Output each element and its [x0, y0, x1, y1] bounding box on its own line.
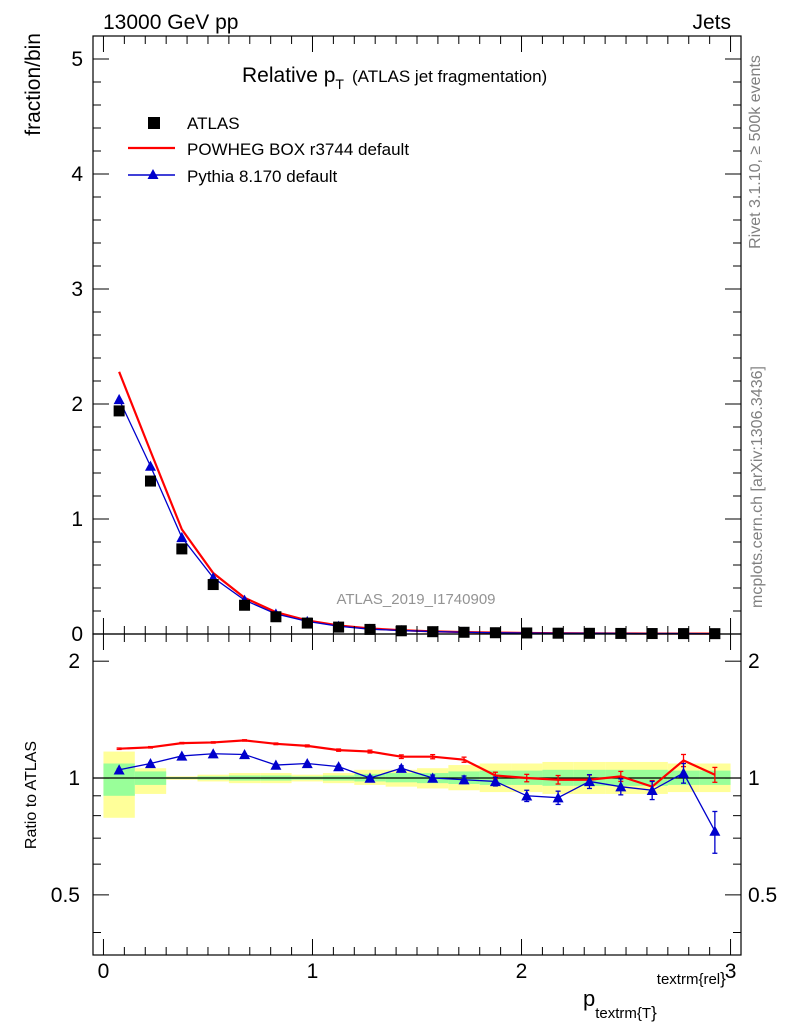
- rivet-label: Rivet 3.1.10, ≥ 500k events: [747, 55, 764, 249]
- ratio-pythia-point: [427, 772, 439, 783]
- main-atlas-point: [583, 627, 595, 639]
- main-y-tick-label: 0: [71, 623, 83, 646]
- main-y-label: fraction/bin: [22, 33, 45, 136]
- ratio-y-tick-label: 2: [68, 650, 80, 673]
- main-atlas-point: [427, 626, 439, 638]
- legend-pythia-label: Pythia 8.170 default: [187, 167, 338, 186]
- ratio-pythia-point: [615, 781, 627, 792]
- mcplots-label: mcplots.cern.ch [arXiv:1306.3436]: [749, 366, 766, 608]
- x-label-main: p: [583, 986, 595, 1011]
- ratio-x-axis: 0 1 2 3: [98, 634, 737, 983]
- plot-title-suffix: (ATLAS jet fragmentation): [352, 67, 547, 86]
- main-atlas-point: [333, 621, 345, 633]
- ratio-y-label: Ratio to ATLAS: [23, 741, 40, 849]
- legend: ATLAS POWHEG BOX r3744 default Pythia 8.…: [128, 114, 409, 186]
- ratio-pythia-point: [583, 775, 595, 787]
- main-atlas-point: [176, 543, 188, 555]
- ratio-y-tick-label-right: 1: [748, 767, 760, 790]
- ratio-pythia-point: [552, 792, 564, 803]
- plot-title-main: Relative p: [242, 64, 335, 87]
- ratio-y-axis: 0.5 0.5 1 1 2 2: [51, 650, 777, 933]
- ratio-pythia-point: [364, 772, 376, 783]
- ratio-pythia-line: [119, 753, 716, 832]
- ratio-y-tick-label: 1: [68, 767, 80, 790]
- ratio-pythia-point: [270, 759, 282, 770]
- ratio-pythia-point: [207, 748, 219, 759]
- x-label-sub: textrm{T: [595, 1005, 651, 1022]
- main-atlas-point: [144, 475, 156, 487]
- ratio-powheg-line: [119, 739, 716, 788]
- main-atlas-point: [552, 627, 564, 639]
- ratio-panel: 0.5 0.5 1 1 2 2 0 1 2 3 Ratio to ATLAS ptextrm{T…: [23, 633, 777, 1022]
- main-atlas-point: [207, 579, 219, 591]
- main-x-ticks: [102, 36, 732, 634]
- category-label: Jets: [692, 11, 731, 34]
- ratio-pythia-point: [113, 764, 125, 775]
- plot-title: Relative pT (ATLAS jet fragmentation): [242, 64, 547, 92]
- main-pythia-point: [113, 393, 125, 405]
- ratio-x-tick-label: 2: [516, 960, 528, 983]
- ratio-pythia-point: [709, 825, 721, 836]
- ratio-y-tick-label-right: 0.5: [748, 884, 777, 907]
- ratio-pythia-point: [301, 758, 313, 769]
- main-atlas-point: [270, 611, 282, 623]
- legend-pythia-marker: [147, 169, 159, 179]
- ratio-marks: [113, 739, 721, 854]
- analysis-id: ATLAS_2019_I1740909: [336, 591, 495, 608]
- x-label-sup: textrm{rel: [657, 971, 720, 988]
- main-y-tick-label: 4: [71, 163, 83, 186]
- main-atlas-point: [239, 599, 251, 611]
- ratio-pythia-point: [144, 758, 156, 769]
- ratio-pythia-point: [458, 774, 470, 785]
- main-atlas-point: [458, 626, 470, 638]
- main-pythia-point: [144, 460, 156, 471]
- ratio-pythia-point: [489, 775, 501, 787]
- main-atlas-point: [364, 623, 376, 635]
- ratio-pythia-point: [176, 750, 188, 761]
- legend-atlas-label: ATLAS: [187, 114, 240, 133]
- ratio-x-tick-label: 1: [307, 960, 319, 983]
- x-label-sup-brace: }: [720, 969, 726, 988]
- main-y-tick-label: 2: [71, 393, 83, 416]
- main-panel: 0 1 2 3 4 5 Relative pT (ATLAS jet fragmentati…: [22, 33, 742, 646]
- ratio-x-tick-label: 3: [725, 960, 737, 983]
- main-atlas-point: [301, 617, 313, 629]
- ratio-pythia-point: [333, 761, 345, 772]
- ratio-pythia-point: [521, 790, 533, 801]
- legend-atlas-marker: [148, 117, 160, 129]
- energy-label: 13000 GeV pp: [103, 11, 238, 34]
- ratio-frame: [92, 633, 742, 956]
- ratio-x-tick-label: 0: [98, 960, 110, 983]
- ratio-pythia-point: [395, 762, 407, 773]
- main-pythia-point: [176, 531, 188, 543]
- ratio-pythia-point: [239, 748, 251, 760]
- main-y-tick-label: 1: [71, 508, 83, 531]
- ratio-pythia-point: [678, 767, 690, 778]
- legend-powheg-label: POWHEG BOX r3744 default: [187, 140, 409, 159]
- main-atlas-point: [521, 627, 533, 639]
- main-y-tick-label: 5: [71, 48, 83, 71]
- main-atlas-point: [395, 625, 407, 637]
- x-axis-label: ptextrm{T}textrm{rel}: [583, 969, 726, 1022]
- x-label-sub-brace: }: [651, 1003, 657, 1022]
- main-y-tick-label: 3: [71, 278, 83, 301]
- main-y-axis: 0 1 2 3 4 5: [71, 35, 741, 646]
- ratio-pythia-point: [646, 784, 658, 795]
- ratio-uncertainty-bands: [103, 751, 731, 818]
- plot-title-sub: T: [335, 76, 344, 92]
- ratio-y-tick-label-right: 2: [748, 650, 760, 673]
- main-atlas-point: [489, 627, 501, 639]
- ratio-y-tick-label: 0.5: [51, 884, 80, 907]
- main-atlas-point: [113, 405, 125, 417]
